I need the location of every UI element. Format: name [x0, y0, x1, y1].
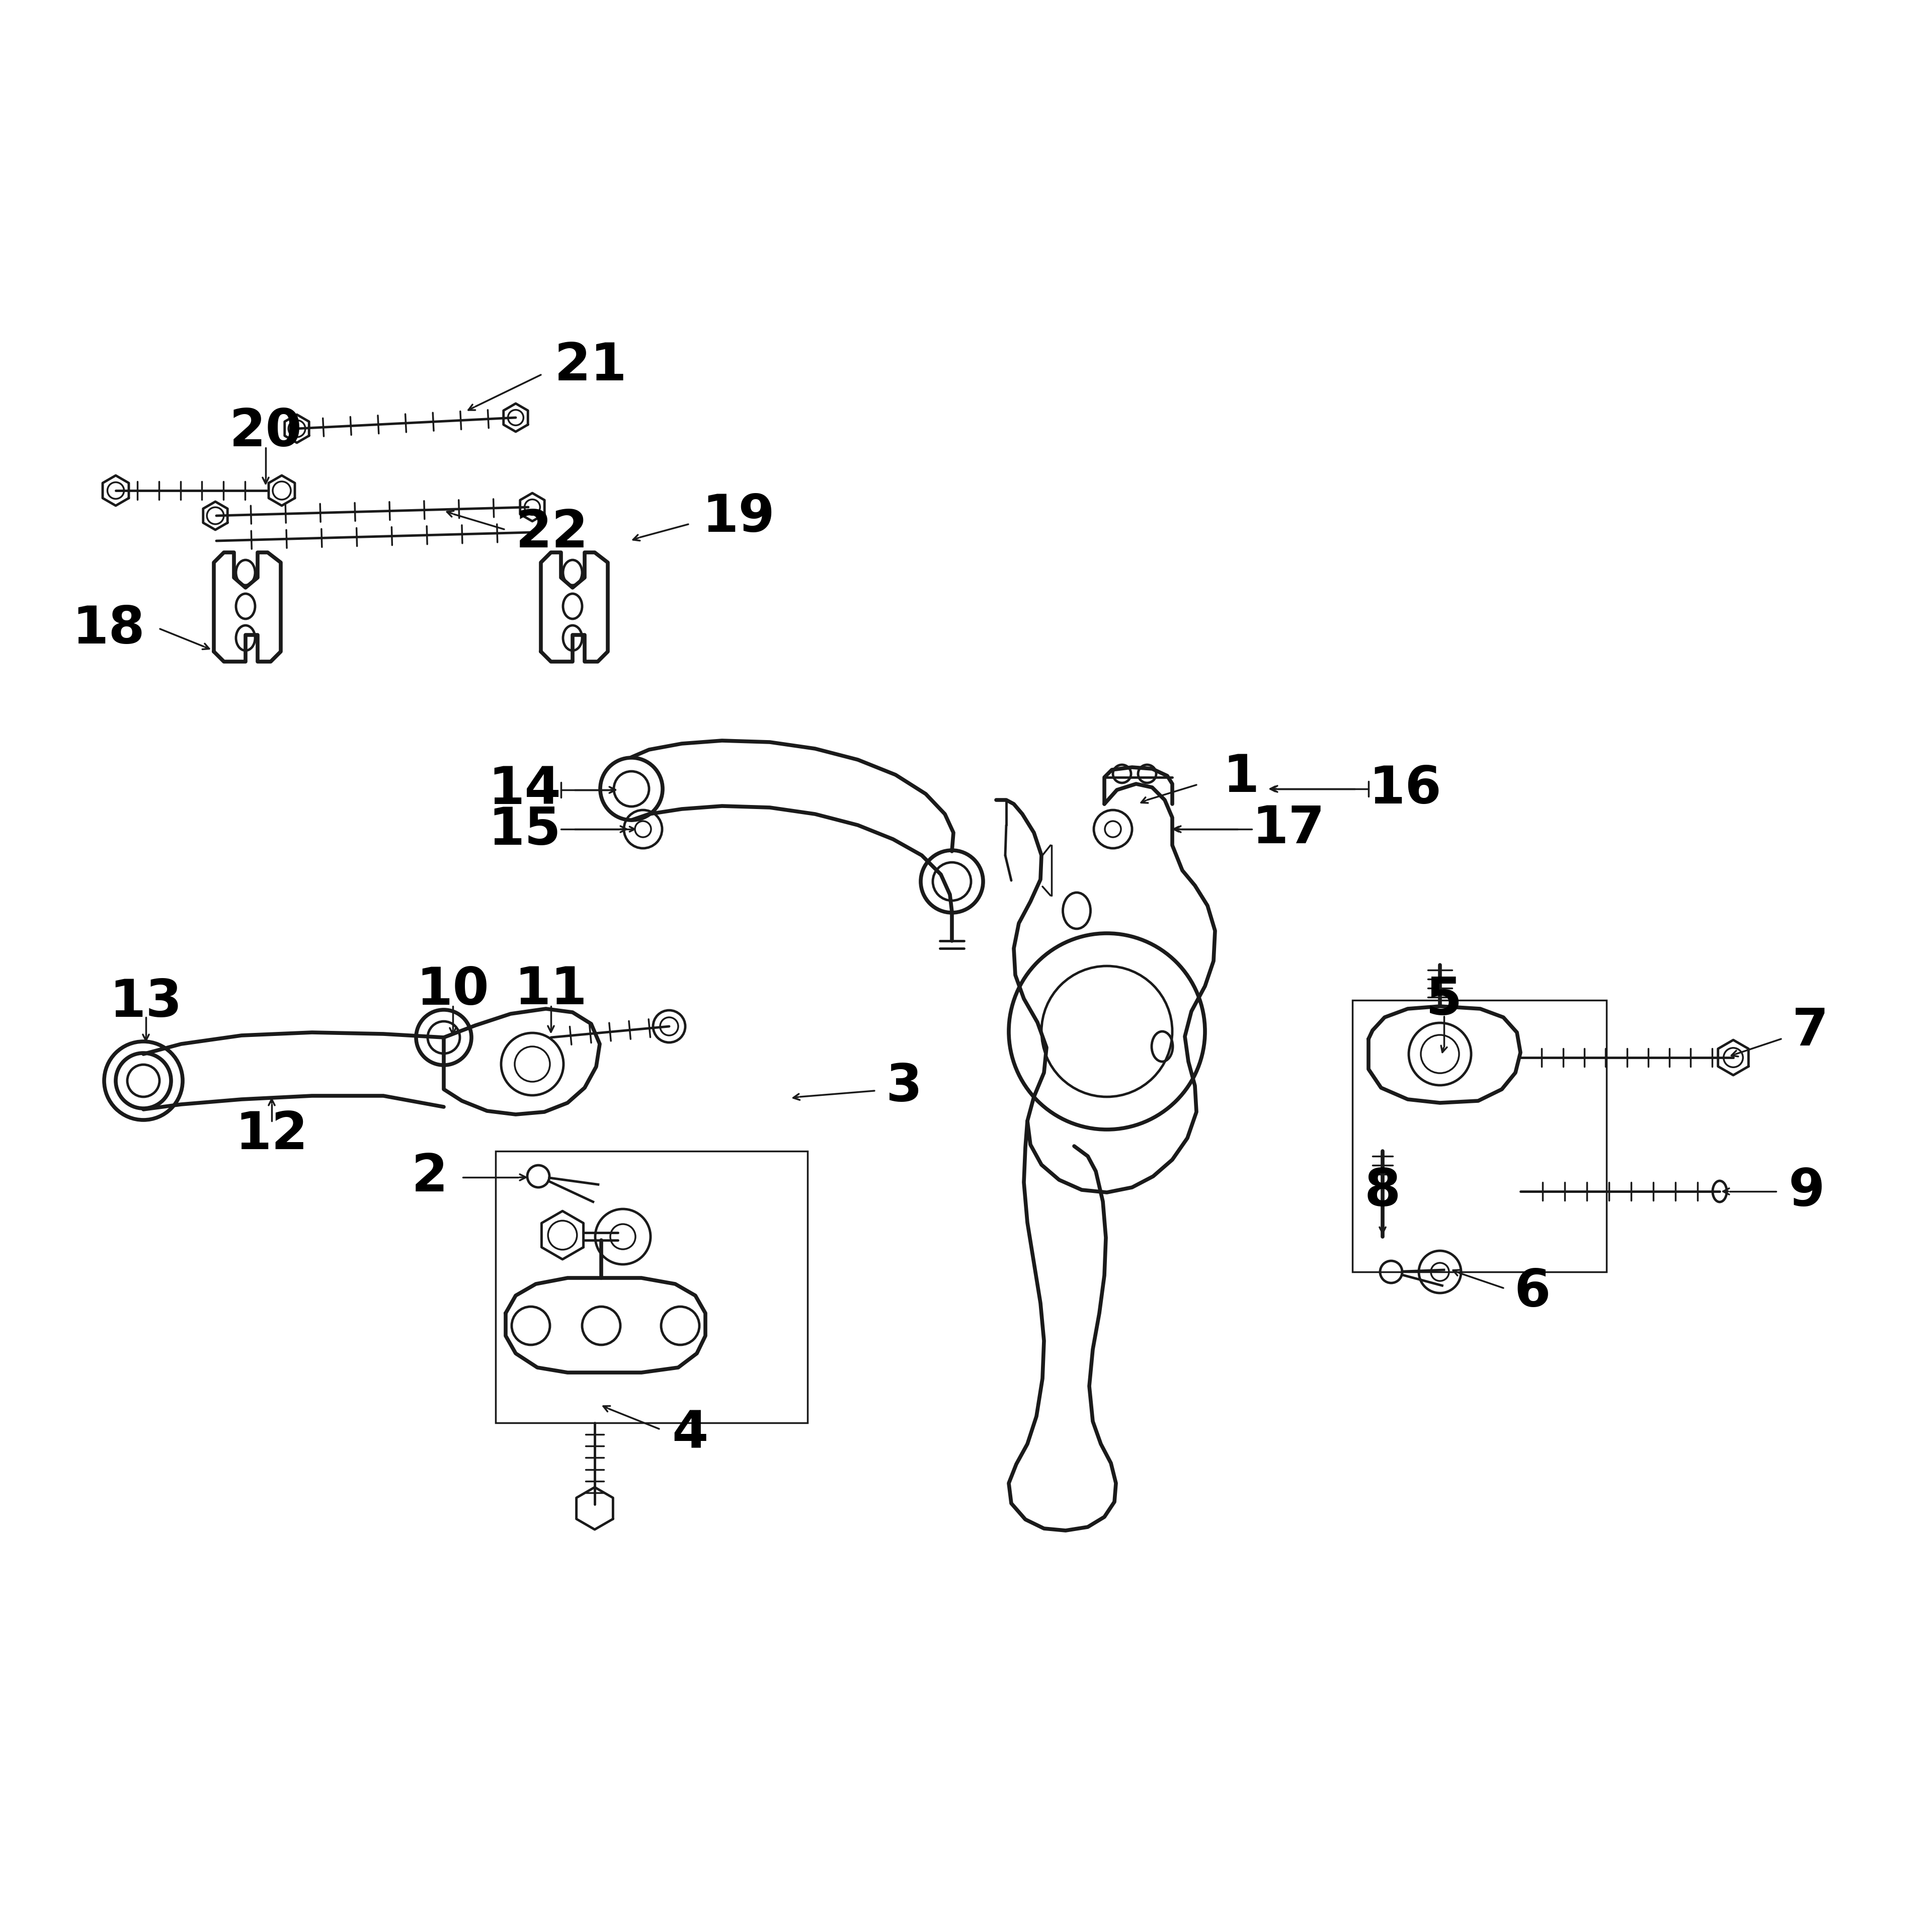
- Text: 17: 17: [1252, 804, 1325, 854]
- Text: 9: 9: [1789, 1167, 1826, 1217]
- Text: 19: 19: [701, 493, 775, 543]
- Text: 11: 11: [514, 964, 587, 1016]
- Text: 4: 4: [672, 1408, 709, 1459]
- Text: 10: 10: [417, 964, 489, 1016]
- Text: 1: 1: [1223, 752, 1260, 802]
- Text: 16: 16: [1368, 763, 1441, 813]
- Text: 13: 13: [110, 978, 182, 1028]
- Text: 6: 6: [1515, 1267, 1551, 1318]
- Text: 7: 7: [1793, 1007, 1828, 1057]
- Text: 2: 2: [412, 1151, 448, 1204]
- Text: 3: 3: [885, 1061, 922, 1113]
- Text: 18: 18: [71, 603, 145, 655]
- Text: 5: 5: [1426, 976, 1463, 1026]
- Text: 22: 22: [516, 508, 589, 558]
- Text: 8: 8: [1364, 1167, 1401, 1217]
- Bar: [1352, 1001, 1607, 1271]
- Text: 15: 15: [489, 806, 560, 856]
- Text: 12: 12: [236, 1109, 307, 1159]
- Text: 14: 14: [489, 765, 560, 815]
- Bar: [497, 1151, 808, 1422]
- Text: 21: 21: [554, 340, 628, 392]
- Text: 20: 20: [230, 406, 301, 458]
